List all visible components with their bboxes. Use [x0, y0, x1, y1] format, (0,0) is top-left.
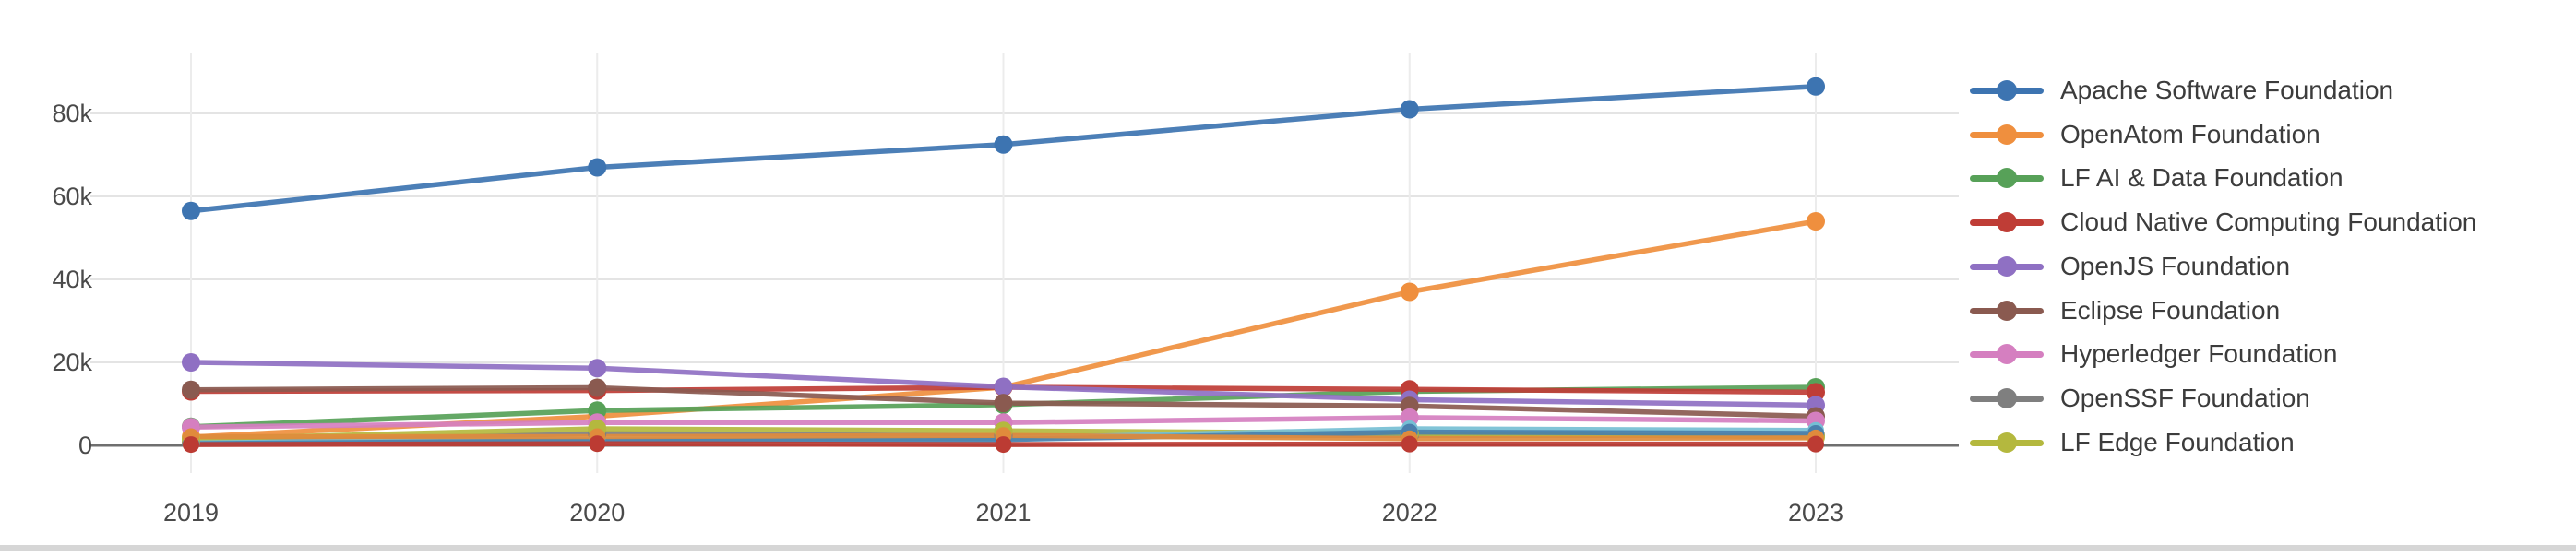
- data-point[interactable]: [994, 377, 1013, 396]
- legend-item-label: OpenSSF Foundation: [2060, 384, 2310, 413]
- legend-item[interactable]: Hyperledger Foundation: [1970, 333, 2476, 377]
- legend-item-label: OpenJS Foundation: [2060, 251, 2291, 280]
- x-tick-label: 2020: [569, 499, 625, 526]
- x-tick-label: 2021: [975, 499, 1031, 526]
- legend-line-dot-icon: [1970, 124, 2044, 146]
- legend-item[interactable]: LF Edge Foundation: [1970, 420, 2476, 465]
- data-point[interactable]: [1807, 212, 1825, 231]
- legend-item-label: LF Edge Foundation: [2060, 427, 2295, 456]
- legend-line-dot-icon: [1970, 211, 2044, 233]
- legend-item[interactable]: OpenAtom Foundation: [1970, 112, 2476, 157]
- legend-line-dot-icon: [1970, 79, 2044, 101]
- data-point[interactable]: [182, 201, 200, 220]
- bottom-divider: [0, 545, 2576, 551]
- data-point[interactable]: [1400, 282, 1419, 302]
- legend-item[interactable]: Eclipse Foundation: [1970, 289, 2476, 333]
- x-tick-label: 2022: [1382, 499, 1437, 526]
- legend-item-label: Cloud Native Computing Foundation: [2060, 207, 2477, 237]
- y-tick-label: 80k: [52, 100, 92, 127]
- x-tick-label: 2019: [163, 499, 219, 526]
- legend-marker-dot: [1997, 432, 2017, 453]
- data-point[interactable]: [1807, 435, 1824, 453]
- legend-marker-dot: [1997, 212, 2017, 233]
- legend-line-dot-icon: [1970, 300, 2044, 322]
- legend-item[interactable]: LF AI & Data Foundation: [1970, 157, 2476, 201]
- y-tick-label: 0: [78, 432, 92, 459]
- chart-legend: Apache Software Foundation OpenAtom Found…: [1970, 68, 2476, 465]
- data-point[interactable]: [1401, 435, 1418, 453]
- data-point[interactable]: [589, 435, 606, 453]
- legend-item[interactable]: OpenSSF Foundation: [1970, 376, 2476, 420]
- legend-item-label: Hyperledger Foundation: [2060, 339, 2338, 369]
- data-point[interactable]: [994, 394, 1013, 413]
- legend-item-label: OpenAtom Foundation: [2060, 119, 2320, 148]
- legend-marker-dot: [1997, 255, 2017, 277]
- legend-marker-dot: [1997, 79, 2017, 101]
- y-tick-label: 40k: [52, 266, 92, 293]
- data-point[interactable]: [183, 436, 199, 454]
- legend-line-dot-icon: [1970, 387, 2044, 409]
- data-point[interactable]: [994, 135, 1013, 154]
- data-point[interactable]: [182, 380, 200, 399]
- data-point[interactable]: [995, 436, 1012, 454]
- legend-item-label: Eclipse Foundation: [2060, 295, 2281, 325]
- legend-line-dot-icon: [1970, 432, 2044, 454]
- legend-line-dot-icon: [1970, 255, 2044, 278]
- data-point[interactable]: [588, 158, 607, 177]
- legend-marker-dot: [1997, 388, 2017, 409]
- legend-marker-dot: [1997, 124, 2017, 145]
- legend-line-dot-icon: [1970, 167, 2044, 189]
- data-point[interactable]: [1807, 77, 1825, 96]
- legend-item[interactable]: Apache Software Foundation: [1970, 68, 2476, 112]
- x-tick-label: 2023: [1788, 499, 1843, 526]
- legend-item[interactable]: Cloud Native Computing Foundation: [1970, 200, 2476, 244]
- legend-item[interactable]: OpenJS Foundation: [1970, 244, 2476, 289]
- data-point[interactable]: [588, 378, 607, 397]
- legend-marker-dot: [1997, 168, 2017, 189]
- legend-marker-dot: [1997, 344, 2017, 365]
- data-point[interactable]: [182, 353, 200, 372]
- legend-marker-dot: [1997, 300, 2017, 321]
- legend-item-label: LF AI & Data Foundation: [2060, 163, 2343, 193]
- y-tick-label: 20k: [52, 349, 92, 376]
- y-tick-label: 60k: [52, 183, 92, 210]
- data-point[interactable]: [1400, 100, 1419, 119]
- data-point[interactable]: [1807, 383, 1825, 402]
- legend-line-dot-icon: [1970, 343, 2044, 365]
- legend-item-label: Apache Software Foundation: [2060, 75, 2394, 104]
- data-point[interactable]: [588, 359, 607, 378]
